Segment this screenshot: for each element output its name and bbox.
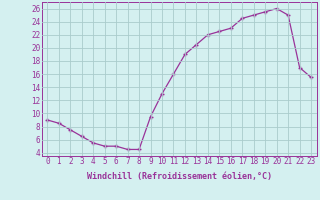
X-axis label: Windchill (Refroidissement éolien,°C): Windchill (Refroidissement éolien,°C) bbox=[87, 172, 272, 181]
